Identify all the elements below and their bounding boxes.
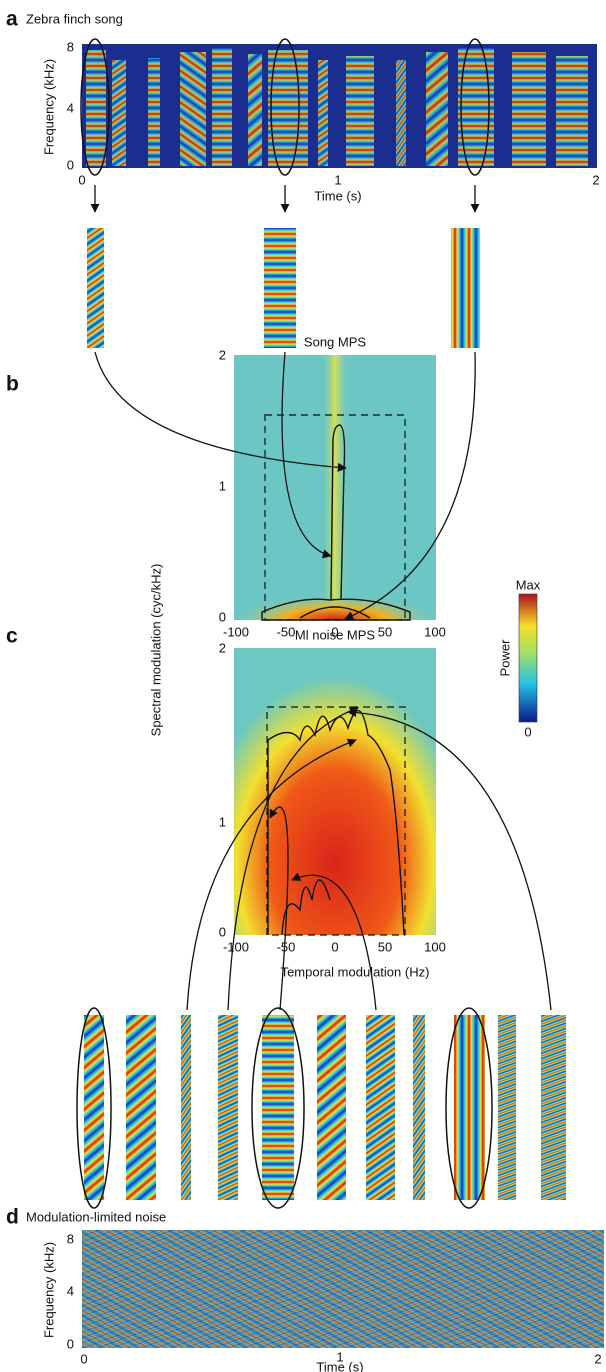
y-tick-label: 2 [219,640,226,655]
arrows [94,351,476,620]
y-tick-label: 2 [219,347,226,362]
y-tick-label: 0 [219,924,226,939]
x-tick-label: 0 [78,172,85,187]
panel-letter: d [6,1206,19,1229]
y-tick-label: 8 [67,1231,74,1246]
x-tick-label: 0 [80,1351,87,1366]
contours [261,414,411,621]
x-tick-label: 100 [424,624,446,639]
x-axis-label: Time (s) [314,188,361,203]
y-axis-label: Frequency (kHz) [41,1242,56,1338]
x-tick-label: 1 [336,1349,343,1364]
y-tick-label: 8 [67,39,74,54]
colorbar [518,593,538,723]
y-tick-label: 4 [67,1283,74,1298]
x-tick-label: -100 [223,624,249,639]
y-tick-label: 0 [67,1336,74,1351]
contours [266,706,406,936]
x-tick-label: 1 [334,172,341,187]
y-tick-label: 1 [219,814,226,829]
y-axis-label: Frequency (kHz) [41,59,56,155]
x-tick-label: -100 [223,939,249,954]
colorbar-max: Max [516,577,541,592]
spectrogram-texture [82,1230,604,1348]
x-tick-label: 50 [378,624,392,639]
y-tick-label: 1 [219,478,226,493]
annotations [80,38,490,348]
panel-letter: a [6,8,18,31]
x-tick-label: 100 [424,939,446,954]
panel-letter: c [6,625,18,648]
panel-title: Modulation-limited noise [26,1209,166,1224]
y-tick-label: 0 [219,609,226,624]
x-tick-label: 0 [331,624,338,639]
y-tick-label: 4 [67,100,74,115]
panel-title: Zebra finch song [26,11,123,26]
panel-title: Song MPS [304,334,366,349]
x-tick-label: 0 [331,939,338,954]
arrows [186,706,552,1011]
x-tick-label: 2 [592,172,599,187]
colorbar-min: 0 [524,724,531,739]
y-tick-label: 0 [67,157,74,172]
y-axis-label: Spectral modulation (cyc/kHz) [148,564,163,737]
panel-title: Ml noise MPS [295,627,376,642]
panel-letter: b [6,373,19,396]
x-tick-label: -50 [277,624,296,639]
spectrogram [82,44,597,168]
x-axis-label: Temporal modulation (Hz) [281,964,430,979]
x-tick-label: 2 [594,1351,601,1366]
x-axis-label: Time (s) [316,1359,363,1372]
mps-heatmap [234,570,436,620]
x-tick-label: 50 [378,939,392,954]
gratings [76,1007,566,1209]
colorbar-label: Power [497,639,512,677]
x-tick-label: -50 [277,939,296,954]
mps-heatmap [234,648,436,935]
